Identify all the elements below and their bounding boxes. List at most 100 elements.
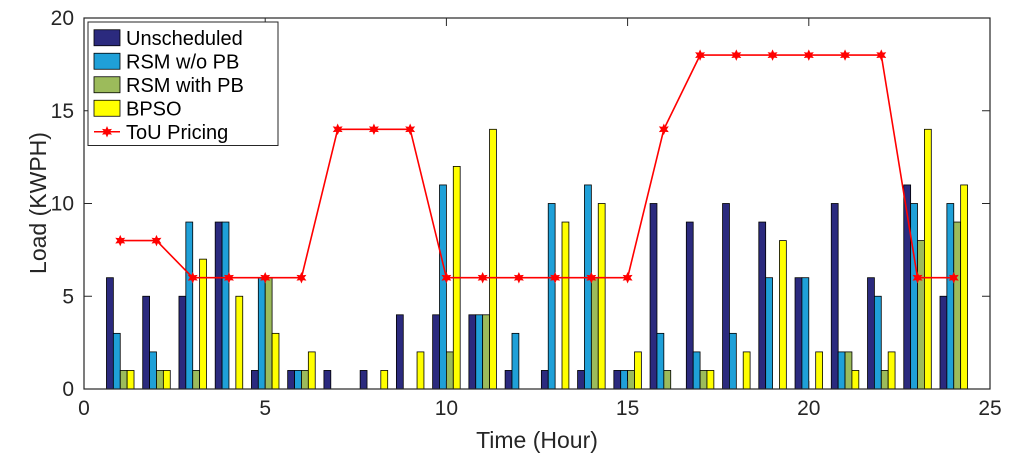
bar-rsm-w-o-pb-4 <box>221 221 230 390</box>
x-axis-ticks: 0 5 10 15 20 25 <box>78 18 1002 420</box>
bar-rsm-w-o-pb-17 <box>692 351 701 390</box>
tou-pricing-marker-20 <box>803 49 814 61</box>
tou-pricing-line <box>120 54 954 279</box>
bar-bpso-18 <box>742 351 751 390</box>
bar-bpso-1 <box>126 370 135 390</box>
bar-bpso-6 <box>307 351 316 390</box>
bar-rsm-w-o-pb-10 <box>439 184 447 390</box>
bar-rsm-w-o-pb-18 <box>729 332 737 390</box>
bar-rsm-w-o-pb-14 <box>584 184 592 390</box>
tou-pricing-marker-24 <box>948 271 959 284</box>
tou-pricing-marker-2 <box>151 234 162 247</box>
bar-bpso-2 <box>162 370 171 390</box>
bar-rsm-with-pb-2 <box>156 370 164 390</box>
bar-bpso-17 <box>706 370 715 390</box>
bar-rsm-w-o-pb-13 <box>547 203 556 390</box>
tou-pricing-marker-16 <box>658 123 669 136</box>
tou-pricing-marker-10 <box>441 271 452 284</box>
bar-unscheduled-10 <box>432 314 440 390</box>
bar-rsm-w-o-pb-11 <box>475 314 484 390</box>
y-tick-label-5: 5 <box>62 285 74 308</box>
bar-rsm-with-pb-14 <box>590 277 599 390</box>
bar-rsm-with-pb-3 <box>192 370 201 390</box>
bar-rsm-w-o-pb-19 <box>765 277 773 390</box>
legend-label-tou-pricing: ToU Pricing <box>126 122 228 144</box>
bar-rsm-with-pb-21 <box>844 351 853 390</box>
bar-rsm-with-pb-15 <box>627 370 635 390</box>
bar-rsm-w-o-pb-24 <box>946 203 955 390</box>
tou-pricing-marker-19 <box>767 49 778 61</box>
bar-bpso-24 <box>960 184 968 390</box>
tou-pricing-marker-11 <box>477 271 488 284</box>
tou-pricing-marker-15 <box>622 271 633 284</box>
tou-pricing-marker-17 <box>695 49 706 61</box>
bar-rsm-w-o-pb-16 <box>656 332 665 390</box>
bar-bpso-9 <box>416 351 425 390</box>
tou-pricing-line-group <box>115 49 959 284</box>
bar-group <box>106 128 968 390</box>
legend-label-rsm-w-o-pb: RSM w/o PB <box>126 51 239 73</box>
tou-pricing-marker-3 <box>187 271 198 284</box>
legend-swatch-rsm-w-o-pb <box>93 52 121 70</box>
x-axis-label: Time (Hour) <box>476 427 598 453</box>
legend-swatch-rsm-with-pb <box>93 76 121 94</box>
tou-pricing-marker-7 <box>332 123 343 136</box>
bar-bpso-4 <box>235 295 244 390</box>
x-tick-label-5: 5 <box>259 397 271 420</box>
tou-pricing-marker-23 <box>912 271 923 284</box>
x-tick-label-10: 10 <box>435 397 458 420</box>
y-tick-label-20: 20 <box>51 7 74 30</box>
bar-rsm-with-pb-10 <box>445 351 454 390</box>
bar-unscheduled-14 <box>577 370 585 390</box>
bar-unscheduled-11 <box>468 314 477 390</box>
bar-unscheduled-2 <box>142 295 151 390</box>
tou-pricing-marker-21 <box>840 49 851 61</box>
bar-rsm-w-o-pb-21 <box>837 351 846 390</box>
bar-bpso-15 <box>634 351 642 390</box>
bar-unscheduled-19 <box>758 221 767 390</box>
bar-bpso-3 <box>199 258 207 390</box>
tou-pricing-marker-14 <box>586 271 597 284</box>
bar-rsm-with-pb-11 <box>482 314 490 390</box>
bar-rsm-with-pb-1 <box>119 370 128 390</box>
bar-rsm-w-o-pb-2 <box>149 351 157 390</box>
bar-rsm-w-o-pb-5 <box>257 277 266 390</box>
bar-unscheduled-6 <box>287 370 295 390</box>
tou-pricing-marker-18 <box>731 49 742 61</box>
bar-bpso-22 <box>887 351 896 390</box>
bar-rsm-with-pb-24 <box>953 221 962 390</box>
bar-bpso-8 <box>380 370 389 390</box>
y-tick-label-10: 10 <box>51 193 74 216</box>
legend-label-unscheduled: Unscheduled <box>126 28 243 50</box>
bar-bpso-20 <box>815 351 823 390</box>
bar-unscheduled-3 <box>178 295 187 390</box>
bar-unscheduled-20 <box>794 277 803 390</box>
y-tick-label-0: 0 <box>62 378 74 401</box>
y-axis-label: Load (KWPH) <box>25 132 51 274</box>
x-tick-label-15: 15 <box>616 397 639 420</box>
bar-rsm-w-o-pb-23 <box>910 203 918 390</box>
bar-unscheduled-18 <box>722 203 730 390</box>
bar-rsm-with-pb-23 <box>917 240 925 390</box>
tou-pricing-marker-6 <box>296 271 307 284</box>
tou-pricing-marker-9 <box>405 123 416 136</box>
bar-rsm-w-o-pb-12 <box>511 332 520 390</box>
bar-unscheduled-16 <box>649 203 658 390</box>
bar-rsm-with-pb-16 <box>663 370 672 390</box>
y-tick-label-15: 15 <box>51 100 74 123</box>
tou-pricing-marker-5 <box>260 271 271 284</box>
bar-rsm-w-o-pb-3 <box>185 221 194 390</box>
bar-rsm-w-o-pb-15 <box>620 370 629 390</box>
bar-unscheduled-17 <box>685 221 694 390</box>
bar-unscheduled-24 <box>939 295 948 390</box>
x-tick-label-0: 0 <box>78 397 90 420</box>
bar-bpso-21 <box>851 370 860 390</box>
bar-bpso-11 <box>489 128 497 390</box>
bar-unscheduled-12 <box>504 370 513 390</box>
bar-unscheduled-1 <box>106 277 114 390</box>
x-tick-label-25: 25 <box>978 397 1001 420</box>
bar-rsm-w-o-pb-22 <box>873 295 882 390</box>
